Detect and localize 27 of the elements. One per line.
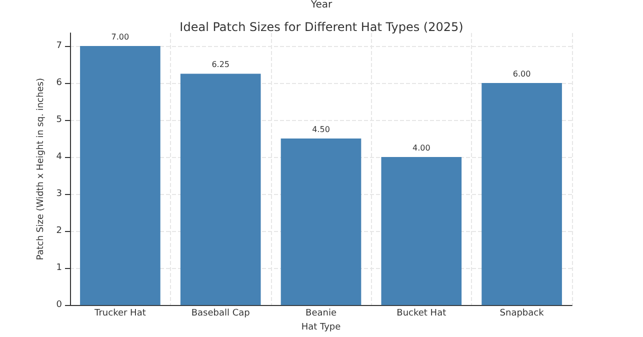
y-tick-label: 7 xyxy=(56,40,62,51)
data-label: 6.00 xyxy=(512,69,531,78)
chart-title: Ideal Patch Sizes for Different Hat Types (2025) xyxy=(180,20,464,34)
bar xyxy=(180,74,261,306)
y-axis-title: Patch Size (Width x Height in sq. inches) xyxy=(36,78,46,260)
y-tick-label: 3 xyxy=(56,189,62,200)
text: Year xyxy=(310,0,333,10)
bar xyxy=(381,157,462,306)
x-tick-label: Bucket Hat xyxy=(396,308,447,319)
y-tick-label: 2 xyxy=(56,226,62,236)
data-label: 6.25 xyxy=(212,60,230,70)
y-tick-label: 1 xyxy=(56,263,62,274)
data-label: 4.50 xyxy=(312,125,330,134)
x-axis-title: Hat Type xyxy=(301,322,342,332)
x-tick-label: Baseball Cap xyxy=(191,308,250,319)
x-tick-label: Snapback xyxy=(500,308,545,319)
bar xyxy=(280,138,362,306)
x-tick-label: Beanie xyxy=(306,308,337,319)
y-tick-label: 6 xyxy=(56,78,62,88)
y-tick-label: 0 xyxy=(56,300,62,310)
bar xyxy=(482,82,562,306)
data-label: 7.00 xyxy=(111,32,130,42)
bar xyxy=(80,46,160,306)
data-label: 4.00 xyxy=(412,144,430,153)
y-tick-label: 5 xyxy=(56,115,62,125)
x-tick-label: Trucker Hat xyxy=(94,308,146,319)
y-tick-label: 4 xyxy=(56,152,62,162)
